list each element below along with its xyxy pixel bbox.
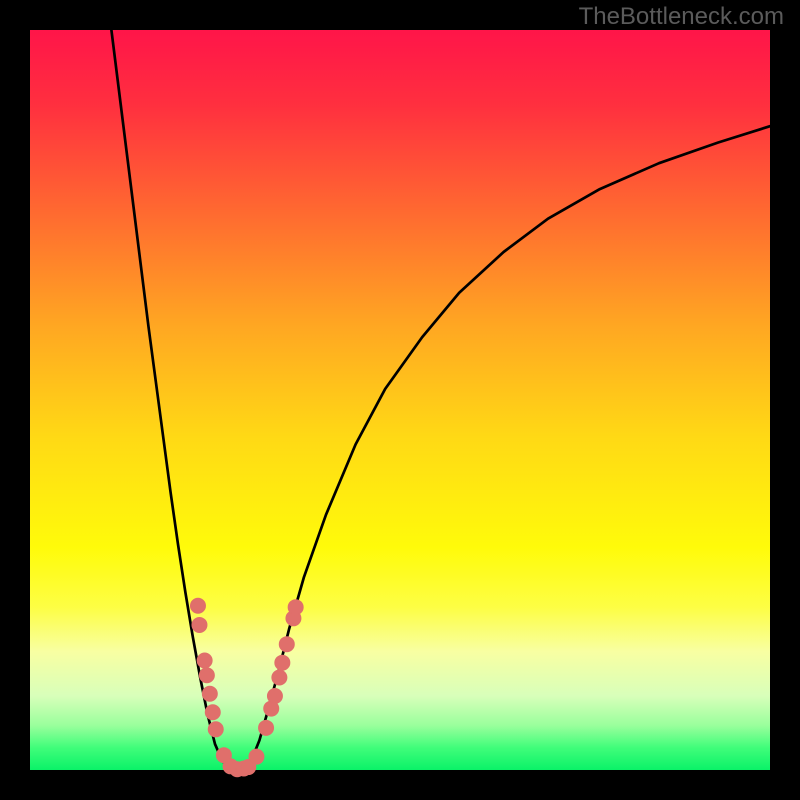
data-marker <box>197 653 212 668</box>
data-marker <box>249 749 264 764</box>
data-marker <box>275 655 290 670</box>
data-marker <box>279 637 294 652</box>
gradient-layer <box>30 30 770 770</box>
data-marker <box>202 686 217 701</box>
data-marker <box>199 668 214 683</box>
data-marker <box>272 670 287 685</box>
chart-svg <box>0 0 800 800</box>
data-marker <box>205 705 220 720</box>
chart-root: TheBottleneck.com <box>0 0 800 800</box>
data-marker <box>190 598 205 613</box>
data-marker <box>208 722 223 737</box>
data-marker <box>267 689 282 704</box>
data-marker <box>259 720 274 735</box>
watermark-text: TheBottleneck.com <box>579 3 784 31</box>
data-marker <box>288 600 303 615</box>
data-marker <box>192 617 207 632</box>
